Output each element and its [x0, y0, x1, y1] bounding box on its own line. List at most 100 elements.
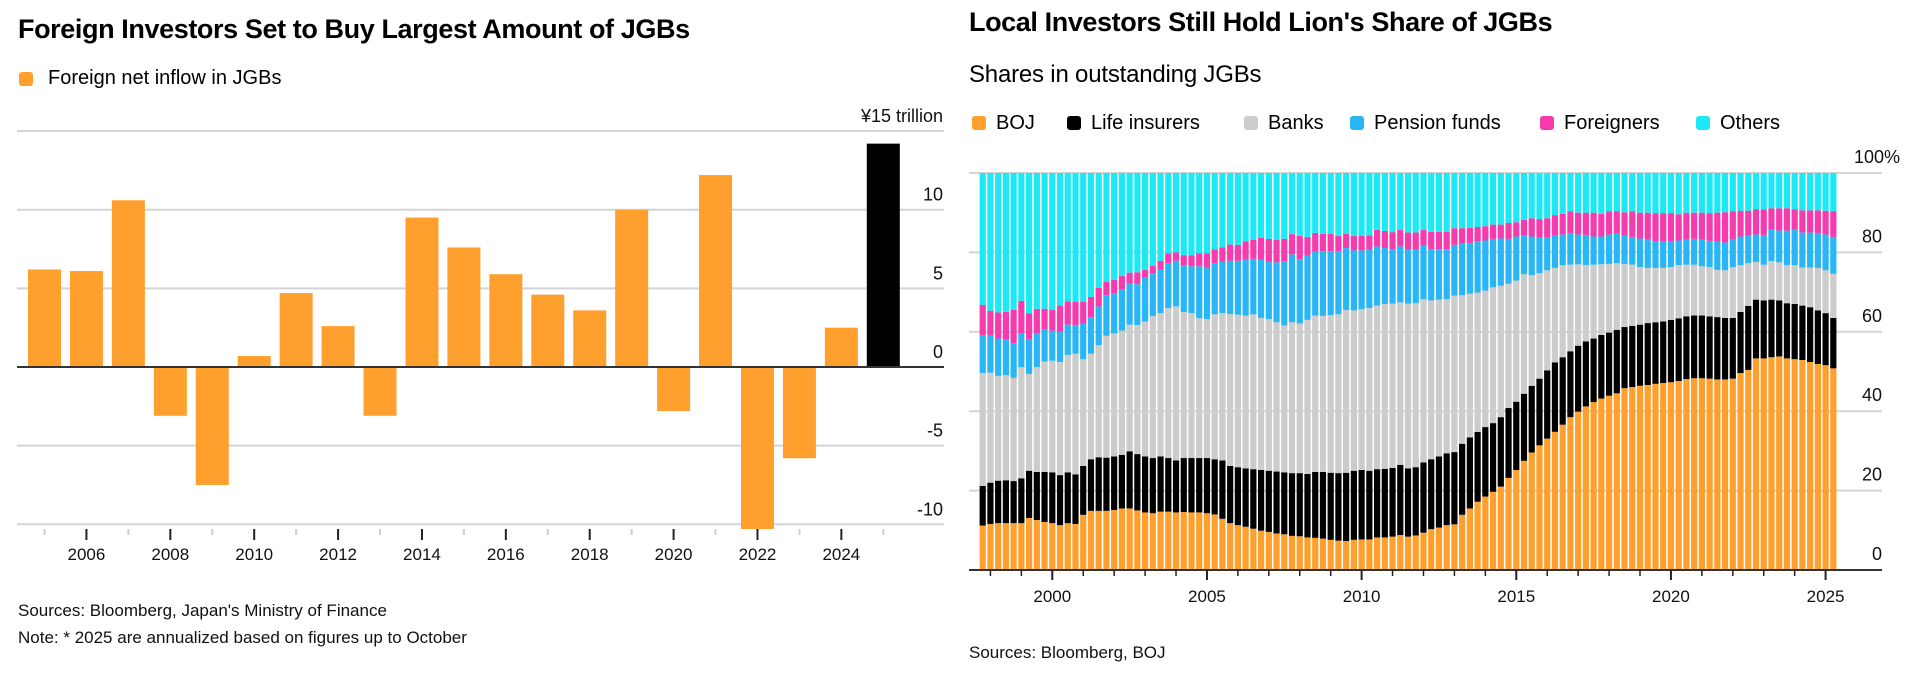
stacked-bar [1489, 173, 1497, 570]
segment-pension-funds [1165, 263, 1172, 308]
segment-banks [1474, 292, 1481, 432]
segment-foreigners [1358, 235, 1365, 251]
legend-label-boj: BOJ [996, 112, 1035, 134]
segment-foreigners [1010, 309, 1017, 344]
segment-banks [1698, 266, 1705, 316]
segment-banks [1041, 361, 1048, 472]
stacked-bar [1358, 173, 1365, 570]
segment-life-insurers [1451, 452, 1458, 525]
segment-banks [1389, 303, 1396, 468]
segment-others [1064, 173, 1071, 302]
segment-foreigners [1544, 218, 1551, 238]
segment-foreigners [1025, 313, 1033, 339]
segment-boj [1381, 537, 1388, 570]
segment-banks [1025, 373, 1033, 471]
segment-others [1350, 173, 1357, 236]
segment-banks [1551, 267, 1559, 363]
segment-banks [1141, 321, 1149, 457]
stacked-bar [1343, 173, 1350, 570]
segment-foreigners [1768, 208, 1775, 230]
segment-banks [1776, 262, 1783, 301]
segment-boj [1451, 524, 1458, 570]
segment-banks [1188, 313, 1195, 459]
stacked-bar [1196, 173, 1203, 570]
stacked-bar [1520, 173, 1528, 570]
segment-pension-funds [1049, 330, 1056, 361]
segment-others [1768, 173, 1775, 209]
segment-others [1582, 173, 1589, 213]
segment-banks [1721, 270, 1729, 318]
segment-others [979, 173, 986, 305]
legend-label-foreigners: Foreigners [1564, 112, 1660, 134]
segment-others [1373, 173, 1381, 230]
segment-boj [1343, 541, 1350, 570]
stacked-bar [1327, 173, 1334, 570]
bar-2005 [28, 269, 61, 367]
segment-pension-funds [1141, 277, 1149, 322]
segment-others [1636, 173, 1644, 213]
segment-pension-funds [1745, 235, 1752, 264]
segment-foreigners [1721, 212, 1729, 243]
stacked-bar [1056, 173, 1064, 570]
segment-pension-funds [1010, 343, 1017, 378]
segment-banks [1281, 325, 1288, 473]
segment-foreigners [1373, 229, 1381, 247]
segment-foreigners [1080, 301, 1087, 324]
segment-banks [1822, 270, 1829, 314]
segment-life-insurers [1776, 300, 1783, 357]
segment-foreigners [1304, 236, 1311, 256]
left-chart-title: Foreign Investors Set to Buy Largest Amo… [18, 14, 690, 44]
segment-boj [1644, 384, 1651, 570]
segment-others [1675, 173, 1682, 215]
segment-life-insurers [1319, 471, 1327, 539]
segment-others [1273, 173, 1280, 240]
stacked-bar [1126, 173, 1133, 570]
segment-life-insurers [1095, 457, 1102, 511]
stacked-bar [1002, 173, 1009, 570]
segment-banks [1536, 273, 1543, 379]
segment-others [1482, 173, 1489, 227]
x-tick-label: 2020 [655, 545, 693, 564]
segment-foreigners [1165, 253, 1172, 264]
segment-pension-funds [1683, 239, 1690, 265]
segment-pension-funds [1389, 249, 1396, 304]
segment-pension-funds [1219, 261, 1226, 314]
segment-life-insurers [1551, 362, 1559, 432]
stacked-bar [1157, 173, 1164, 570]
stacked-bar [1660, 173, 1667, 570]
segment-banks [1118, 330, 1125, 455]
segment-others [1180, 173, 1187, 256]
segment-foreigners [1234, 244, 1241, 261]
segment-foreigners [1443, 231, 1450, 250]
segment-life-insurers [1590, 338, 1597, 403]
segment-banks [1706, 267, 1713, 317]
segment-foreigners [1482, 226, 1489, 241]
segment-others [1435, 173, 1443, 232]
segment-boj [1420, 532, 1427, 570]
x-tick-label: 2014 [403, 545, 441, 564]
segment-pension-funds [1080, 323, 1087, 360]
stacked-bar [1265, 173, 1272, 570]
segment-life-insurers [1312, 471, 1319, 538]
segment-boj [1443, 525, 1450, 570]
segment-boj [1536, 445, 1543, 570]
x-tick-label: 2022 [739, 545, 777, 564]
y-tick-label: 60 [1862, 306, 1882, 326]
stacked-bar [1412, 173, 1419, 570]
segment-life-insurers [1165, 458, 1172, 512]
segment-foreigners [1257, 237, 1265, 260]
segment-banks [1087, 353, 1095, 460]
stacked-bar [1582, 173, 1589, 570]
segment-others [1737, 173, 1744, 211]
segment-banks [1598, 264, 1605, 335]
stacked-bar [1451, 173, 1458, 570]
stacked-bar [1095, 173, 1102, 570]
segment-others [1010, 173, 1017, 310]
segment-life-insurers [1830, 317, 1837, 369]
segment-banks [1350, 310, 1357, 471]
segment-banks [1381, 304, 1388, 469]
segment-foreigners [1466, 227, 1473, 243]
segment-others [1227, 173, 1234, 245]
segment-foreigners [1536, 219, 1543, 238]
segment-pension-funds [1134, 284, 1141, 326]
